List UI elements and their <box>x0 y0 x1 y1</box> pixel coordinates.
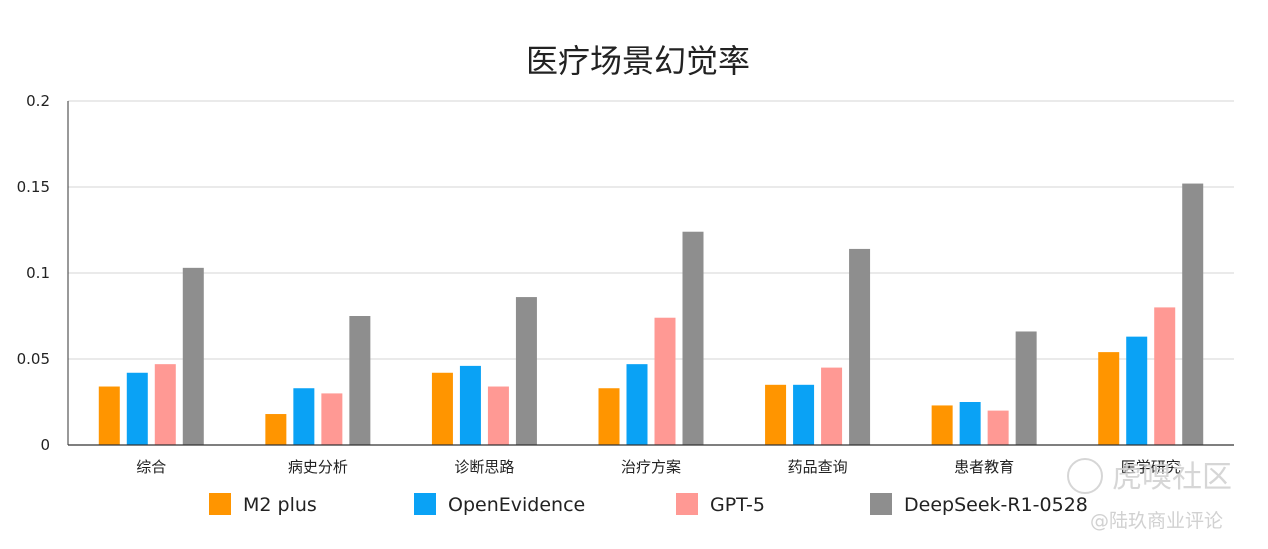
legend-swatch <box>414 493 436 515</box>
bars <box>98 183 1204 445</box>
bar <box>126 372 148 445</box>
bar <box>1126 336 1148 445</box>
bar <box>515 297 537 445</box>
bar <box>431 372 453 445</box>
bar <box>1182 183 1204 445</box>
grid-lines <box>68 100 1234 360</box>
x-tick-label: 诊断思路 <box>454 458 514 476</box>
x-tick-label: 患者教育 <box>954 458 1014 476</box>
legend-label: GPT-5 <box>710 494 765 516</box>
bar <box>98 386 120 445</box>
bar <box>459 365 481 445</box>
y-tick-label: 0.05 <box>17 350 50 368</box>
y-tick-label: 0.15 <box>17 178 50 196</box>
legend-label: DeepSeek-R1-0528 <box>904 494 1088 516</box>
bar <box>987 410 1009 445</box>
bar <box>487 386 509 445</box>
x-tick-label: 药品查询 <box>788 458 848 476</box>
legend-swatch <box>870 493 892 515</box>
bar <box>849 248 871 445</box>
y-tick-label: 0.2 <box>26 92 50 110</box>
x-axis-categories: 综合 病史分析 诊断思路 治疗方案 药品查询 患者教育 医学研究 <box>136 458 1180 476</box>
bar <box>1098 352 1120 445</box>
x-tick-label: 病史分析 <box>288 458 348 476</box>
bar <box>154 364 176 445</box>
bar <box>793 384 815 445</box>
bar <box>349 316 371 445</box>
bar <box>293 388 315 445</box>
bar <box>765 384 787 445</box>
bar <box>682 231 704 445</box>
legend-swatch <box>209 493 231 515</box>
legend-swatch <box>676 493 698 515</box>
x-tick-label: 治疗方案 <box>621 458 681 476</box>
watermark-author: @陆玖商业评论 <box>1090 510 1223 532</box>
bar <box>1154 307 1176 445</box>
x-tick-label: 医学研究 <box>1121 458 1181 476</box>
watermark-brand: 虎嗅社区 <box>1112 460 1232 495</box>
legend-label: M2 plus <box>243 494 317 516</box>
y-axis-ticks: 0 0.05 0.1 0.15 0.2 <box>17 92 50 454</box>
watermark-logo-icon <box>1067 458 1103 494</box>
x-tick-label: 综合 <box>136 458 166 476</box>
bar <box>931 405 953 445</box>
bar <box>1015 331 1037 445</box>
bar <box>959 402 981 445</box>
bar <box>654 317 676 445</box>
legend: M2 plus OpenEvidence GPT-5 DeepSeek-R1-0528 <box>209 493 1088 516</box>
bar <box>821 367 843 445</box>
chart-title: 医疗场景幻觉率 <box>526 42 750 80</box>
y-tick-label: 0 <box>40 436 50 454</box>
bar <box>265 414 287 445</box>
bar <box>598 388 620 445</box>
y-tick-label: 0.1 <box>26 264 50 282</box>
watermark: 虎嗅社区 @陆玖商业评论 <box>1067 458 1232 532</box>
legend-label: OpenEvidence <box>448 494 585 516</box>
bar <box>182 267 204 445</box>
bar <box>321 393 343 445</box>
bar <box>626 364 648 445</box>
